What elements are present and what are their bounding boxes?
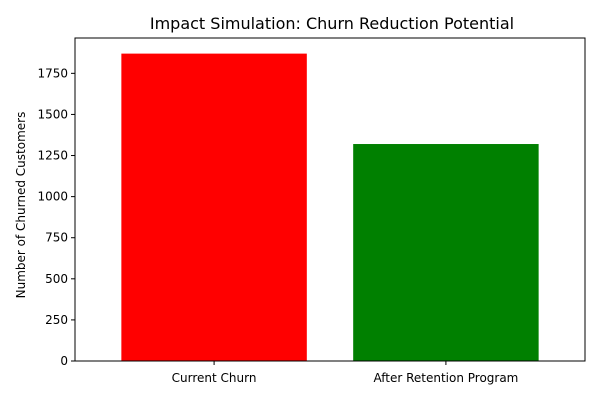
x-axis-ticks: Current Churn After Retention Program: [172, 361, 518, 385]
bars-group: [121, 53, 539, 361]
y-tick-label: 1500: [37, 107, 68, 121]
y-axis-label: Number of Churned Customers: [14, 112, 28, 299]
y-tick-label: 1750: [37, 66, 68, 80]
chart-title: Impact Simulation: Churn Reduction Poten…: [150, 14, 514, 33]
y-tick-label: 1250: [37, 149, 68, 163]
x-tick-label: After Retention Program: [373, 371, 518, 385]
y-tick-label: 0: [60, 354, 68, 368]
x-tick-label: Current Churn: [172, 371, 257, 385]
y-axis-ticks: 0 250 500 750 1000 1250 1500 1750: [37, 66, 75, 368]
y-tick-label: 750: [45, 231, 68, 245]
y-tick-label: 500: [45, 272, 68, 286]
bar-current-churn: [121, 53, 307, 361]
bar-after-retention-program: [353, 144, 539, 361]
y-tick-label: 250: [45, 313, 68, 327]
y-tick-label: 1000: [37, 190, 68, 204]
plot-area-frame: [74, 37, 586, 362]
